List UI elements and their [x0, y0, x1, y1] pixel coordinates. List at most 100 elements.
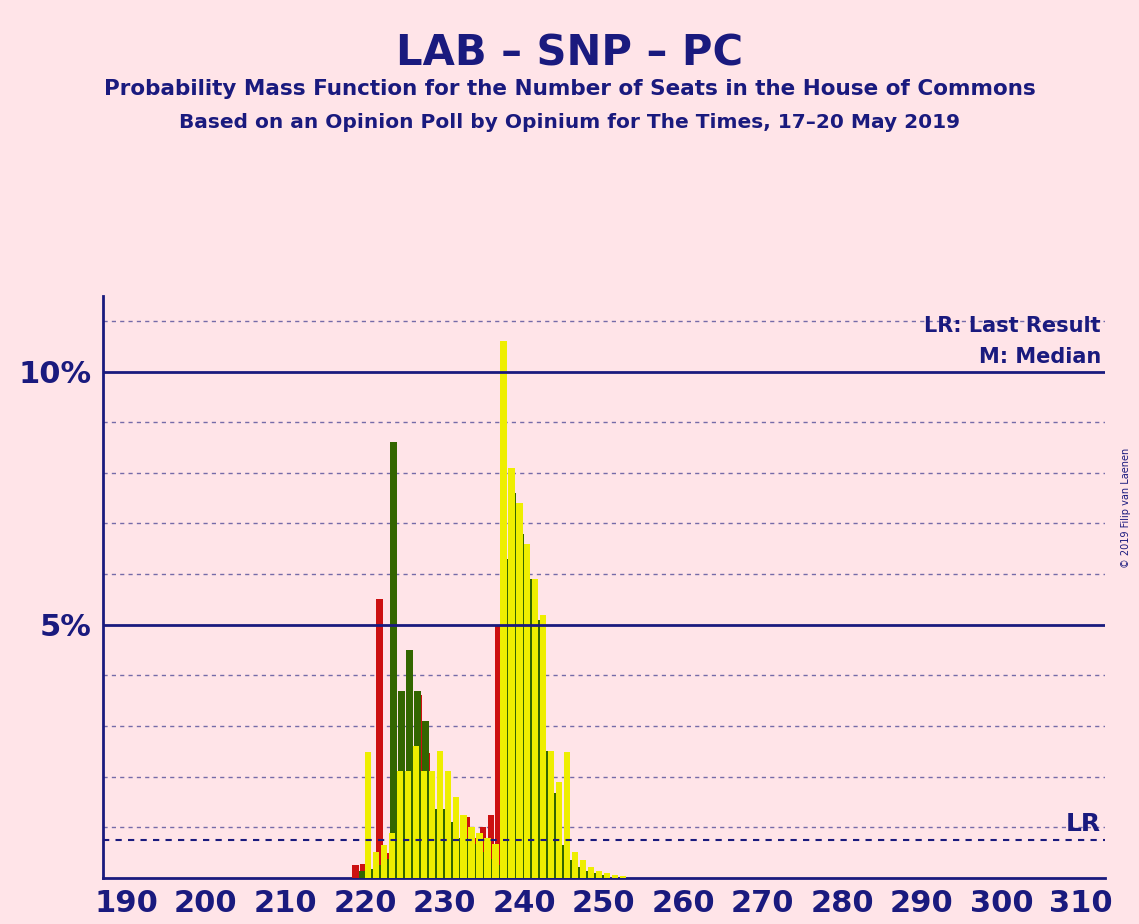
Bar	[367, 869, 372, 878]
Bar	[518, 533, 524, 878]
Bar	[431, 809, 436, 878]
Bar	[550, 793, 556, 878]
Bar	[408, 803, 415, 878]
Bar	[559, 870, 565, 878]
Bar	[565, 860, 572, 878]
Text: LR: LR	[1066, 812, 1101, 836]
Bar	[535, 827, 542, 878]
Bar	[424, 753, 431, 878]
Bar	[487, 815, 494, 878]
Bar	[597, 875, 604, 878]
Bar	[400, 838, 407, 878]
Bar	[376, 600, 383, 878]
Bar	[583, 875, 589, 878]
Bar	[548, 751, 555, 878]
Bar	[446, 822, 452, 878]
Bar	[575, 874, 581, 878]
Bar	[476, 833, 483, 878]
Bar	[502, 559, 508, 878]
Bar	[580, 860, 587, 878]
Bar	[448, 827, 454, 878]
Bar	[456, 838, 462, 878]
Bar	[508, 468, 515, 878]
Bar	[454, 838, 460, 878]
Bar	[452, 796, 459, 878]
Bar	[591, 876, 597, 878]
Bar	[391, 443, 396, 878]
Bar	[407, 650, 412, 878]
Bar	[460, 815, 467, 878]
Bar	[494, 865, 500, 878]
Bar	[396, 772, 403, 878]
Bar	[596, 870, 603, 878]
Bar	[432, 838, 439, 878]
Bar	[440, 827, 446, 878]
Bar	[478, 853, 484, 878]
Bar	[511, 814, 518, 878]
Bar	[462, 838, 468, 878]
Bar	[439, 809, 444, 878]
Bar	[519, 827, 526, 878]
Bar	[360, 864, 367, 878]
Bar	[589, 873, 596, 878]
Bar	[372, 853, 379, 878]
Bar	[573, 867, 580, 878]
Bar	[532, 579, 539, 878]
Bar	[472, 838, 478, 878]
Bar	[375, 865, 380, 878]
Bar	[404, 772, 411, 878]
Bar	[557, 845, 564, 878]
Bar	[588, 867, 595, 878]
Bar	[484, 838, 491, 878]
Bar	[368, 871, 375, 878]
Bar	[399, 690, 404, 878]
Bar	[556, 782, 563, 878]
Bar	[383, 858, 388, 878]
Bar	[551, 860, 557, 878]
Bar	[436, 751, 443, 878]
Bar	[359, 871, 364, 878]
Bar	[524, 543, 531, 878]
Bar	[527, 833, 534, 878]
Bar	[503, 752, 510, 878]
Bar	[543, 845, 550, 878]
Bar	[486, 858, 492, 878]
Bar	[384, 853, 391, 878]
Bar	[415, 690, 420, 878]
Bar	[492, 845, 499, 878]
Bar	[412, 747, 419, 878]
Bar	[581, 870, 588, 878]
Bar	[380, 845, 387, 878]
Bar	[464, 817, 470, 878]
Bar	[444, 772, 451, 878]
Bar	[567, 873, 573, 878]
Text: © 2019 Filip van Laenen: © 2019 Filip van Laenen	[1121, 448, 1131, 568]
Bar	[352, 865, 359, 878]
Bar	[604, 873, 611, 878]
Bar	[388, 833, 395, 878]
Bar	[620, 876, 626, 878]
Bar	[612, 875, 618, 878]
Bar	[470, 845, 476, 878]
Bar	[510, 493, 516, 878]
Bar	[420, 772, 427, 878]
Bar	[526, 579, 532, 878]
Text: Probability Mass Function for the Number of Seats in the House of Commons: Probability Mass Function for the Number…	[104, 79, 1035, 99]
Bar	[564, 752, 571, 878]
Bar	[428, 772, 435, 878]
Bar	[364, 752, 371, 878]
Bar	[480, 827, 486, 878]
Bar	[534, 620, 540, 878]
Bar	[542, 751, 548, 878]
Bar	[392, 822, 399, 878]
Text: M: Median: M: Median	[978, 346, 1101, 367]
Bar	[468, 827, 475, 878]
Bar	[423, 721, 428, 878]
Bar	[500, 341, 507, 878]
Bar	[572, 853, 579, 878]
Bar	[495, 625, 502, 878]
Bar	[416, 695, 423, 878]
Text: LAB – SNP – PC: LAB – SNP – PC	[396, 32, 743, 74]
Text: LR: Last Result: LR: Last Result	[924, 316, 1101, 336]
Text: Based on an Opinion Poll by Opinium for The Times, 17–20 May 2019: Based on an Opinion Poll by Opinium for …	[179, 113, 960, 132]
